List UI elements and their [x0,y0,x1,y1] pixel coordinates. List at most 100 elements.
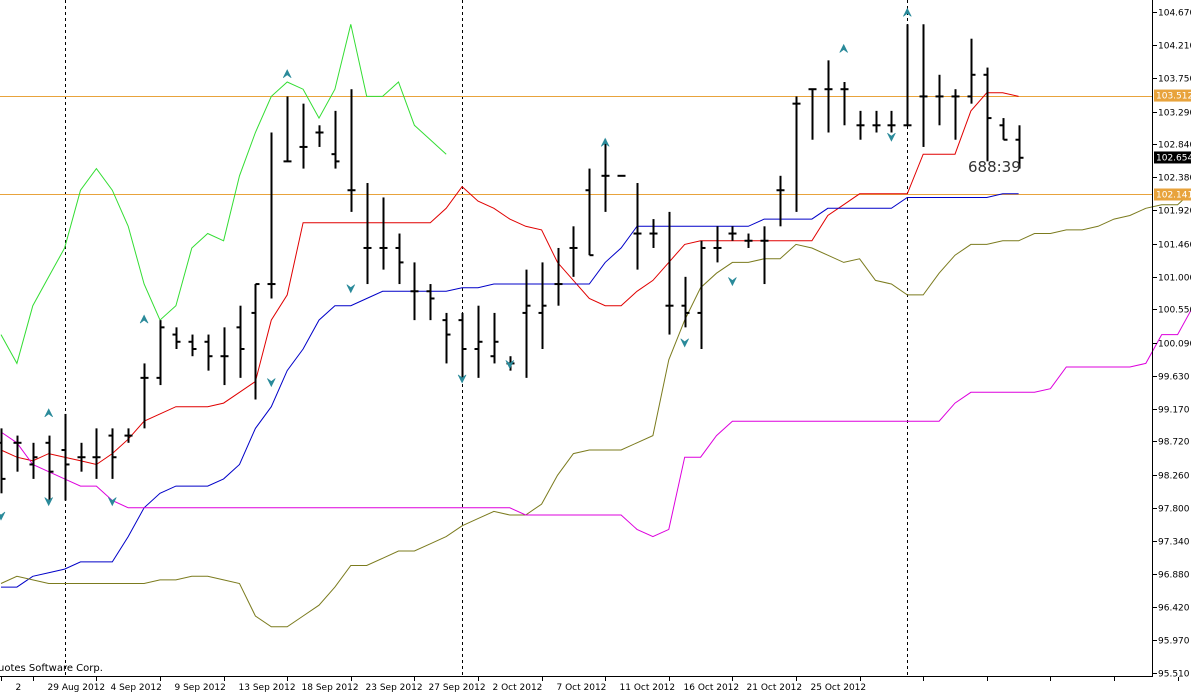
level-price-tag-0-box [1154,89,1191,102]
price-tick-label-5: 102.380 [1158,174,1191,184]
fractal-up-arrow-3 [139,314,149,324]
price-bar-31 [490,312,499,364]
time-tick-label-0: 2 [16,683,22,693]
price-bar-37 [585,168,594,257]
price-bar-30 [474,305,483,378]
price-bar-16 [251,283,260,400]
fractal-down-arrow-6 [346,284,356,294]
price-bar-19 [299,103,308,169]
price-tick-label-2: 103.750 [1158,75,1191,85]
price-bar-4 [61,413,70,501]
price-axis: 104.670 104.210 103.750 103.290 102.840 102.3… [1153,9,1191,680]
series-tenkan [0,92,1019,466]
price-bar-18 [283,96,292,163]
indicator-lines [0,24,1191,628]
price-tick-label-12: 99.170 [1158,406,1190,416]
fractal-up-arrow-14 [903,7,912,17]
price-bar-35 [554,247,563,306]
time-tick-label-7: 27 Sep 2012 [429,683,486,693]
time-tick-label-8: 2 Oct 2012 [493,683,543,693]
fractal-down-arrow-13 [887,132,896,142]
price-bar-9 [140,363,149,429]
price-bar-41 [649,219,658,248]
price-bar-54 [856,110,865,140]
price-bar-60 [951,89,960,140]
price-tick-label-7: 101.460 [1158,241,1191,251]
time-tick-label-6: 23 Sep 2012 [366,683,423,693]
price-bar-27 [426,284,435,321]
price-tick-label-18: 96.420 [1158,604,1190,614]
time-tick-label-5: 18 Sep 2012 [302,683,359,693]
fractal-up-arrow-0 [44,408,53,418]
price-tick-label-6: 101.920 [1158,207,1191,217]
fractal-arrows [0,7,912,521]
price-bar-40 [633,183,642,270]
price-bar-1 [13,435,22,472]
price-bar-64 [1015,125,1024,169]
price-tick-label-13: 98.720 [1158,438,1190,448]
fractal-up-arrow-12 [839,43,848,53]
price-bar-58 [919,24,928,147]
price-tick-label-0: 104.670 [1158,9,1191,19]
fractal-down-arrow-2 [108,497,117,507]
price-bar-12 [188,334,197,357]
price-bar-21 [331,110,340,169]
price-bar-36 [569,226,578,277]
price-tick-label-19: 95.970 [1158,637,1190,647]
price-bar-61 [967,38,976,104]
price-bar-8 [124,428,133,443]
price-bar-44 [697,240,706,349]
time-tick-label-9: 7 Oct 2012 [557,683,607,693]
price-bar-34 [538,262,547,349]
price-bar-63 [999,118,1008,141]
price-bar-42 [665,211,674,335]
price-tick-label-4: 102.840 [1158,141,1191,151]
time-tick-label-13: 25 Oct 2012 [811,683,867,693]
price-bar-47 [744,233,753,248]
price-bar-62 [983,67,992,162]
price-bar-2 [29,442,38,479]
series-chikou [0,24,447,365]
price-bar-51 [808,88,817,140]
price-bar-25 [395,233,404,285]
time-tick-label-1: 29 Aug 2012 [48,683,106,693]
horizontal-levels [0,96,1153,195]
price-tick-label-15: 97.800 [1158,505,1190,515]
price-bar-13 [204,334,213,371]
fractal-down-arrow-15 [0,511,6,521]
time-tick-label-12: 21 Oct 2012 [747,683,803,693]
time-tick-label-4: 13 Sep 2012 [239,683,296,693]
fractal-up-arrow-4 [282,69,292,79]
price-bar-46 [728,226,737,241]
price-bar-3 [45,435,54,501]
current-price-tag-label: 102.654 [1156,153,1191,163]
price-tick-label-8: 101.000 [1158,274,1191,284]
price-bar-26 [410,262,419,321]
time-axis: 2 29 Aug 2012 4 Sep 2012 9 Sep 2012 13 Sep 2… [1,677,1179,693]
price-bar-6 [92,428,101,479]
price-bar-0 [0,428,6,494]
price-bar-48 [760,226,769,285]
price-bar-15 [236,305,245,378]
price-bars [0,24,1024,501]
level-price-tag-0-label: 103.512 [1156,92,1191,102]
price-bar-59 [935,74,944,126]
price-bar-10 [156,320,165,386]
price-tick-label-1: 104.210 [1158,42,1191,52]
price-tick-label-3: 103.290 [1158,109,1191,119]
price-bar-14 [220,327,229,386]
price-tick-label-11: 99.630 [1158,373,1190,383]
price-bar-23 [363,183,372,285]
fractal-down-arrow-5 [267,378,276,388]
level-price-tag-1-box [1154,188,1191,201]
price-bar-20 [315,125,324,147]
price-bar-52 [824,60,833,133]
price-bar-45 [713,226,722,263]
price-bar-5 [77,442,86,472]
current-price-tag-box [1154,151,1191,164]
price-bar-55 [872,110,881,133]
fractal-down-arrow-10 [680,338,689,348]
price-tick-label-17: 96.880 [1158,571,1190,581]
series-senkou_a [0,191,1191,628]
